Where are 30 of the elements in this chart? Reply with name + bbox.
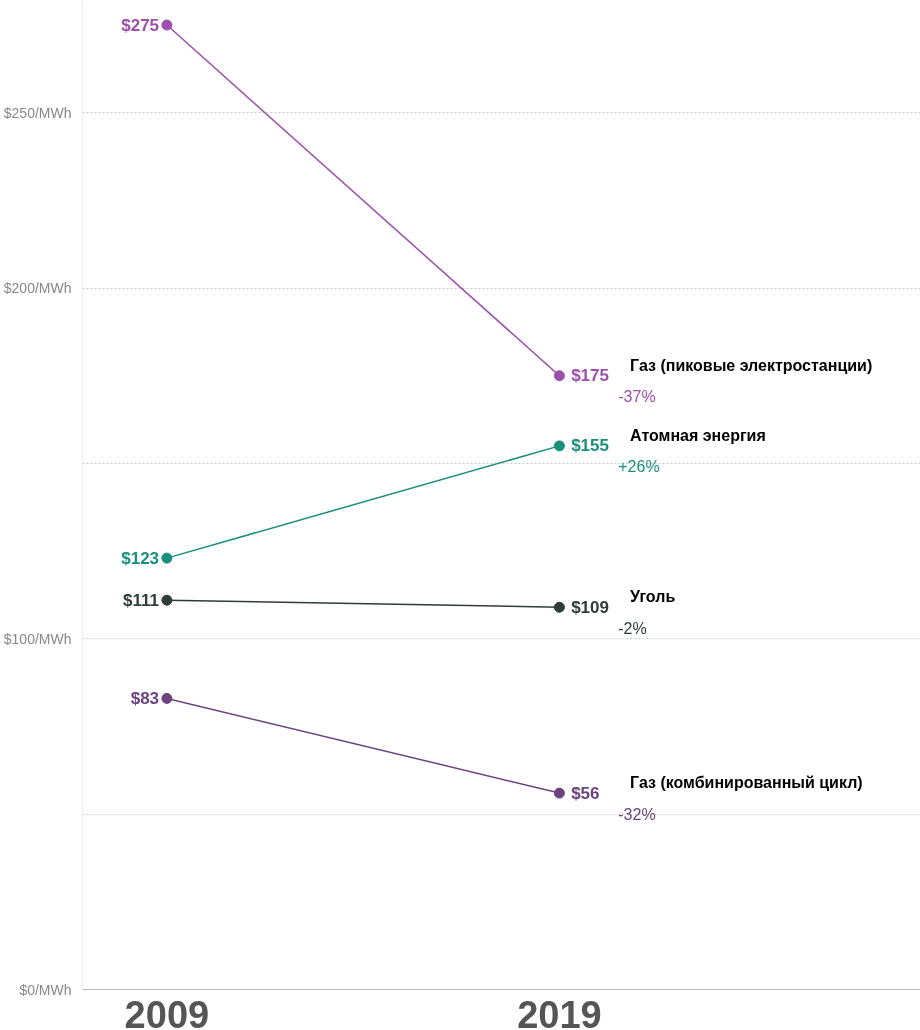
point	[161, 19, 173, 31]
point	[553, 370, 565, 382]
y-tick-label: $250/MWh	[3, 104, 72, 121]
y-tick-label: $0/MWh	[19, 981, 72, 998]
data-label: $155	[571, 436, 609, 456]
data-label: $275	[121, 15, 160, 35]
x-tick-label: 2019	[517, 993, 602, 1030]
point	[553, 601, 565, 613]
point	[161, 594, 173, 606]
text: Атомная энергия	[630, 426, 766, 444]
data-label: $175	[571, 366, 609, 386]
point	[553, 787, 565, 799]
point	[161, 552, 173, 564]
point	[553, 440, 565, 452]
data-label: $56	[571, 783, 600, 803]
annotation: -2%	[618, 619, 647, 637]
text: Уголь	[630, 588, 676, 606]
annotation: -37%	[618, 388, 656, 406]
data-label: $109	[571, 597, 609, 617]
data-label: $123	[121, 548, 160, 568]
data-label: $83	[130, 688, 160, 708]
y-tick-label: $200/MWh	[3, 280, 72, 297]
text: Газ (комбинированный цикл)	[630, 774, 863, 792]
x-tick-label: 2009	[124, 993, 210, 1030]
text: Газ (пиковые электростанции)	[630, 356, 873, 374]
y-tick-label: $100/MWh	[3, 630, 72, 647]
annotation: -32%	[618, 805, 656, 823]
annotation: +26%	[618, 458, 660, 476]
data-label: $111	[123, 590, 160, 610]
point	[161, 692, 173, 704]
